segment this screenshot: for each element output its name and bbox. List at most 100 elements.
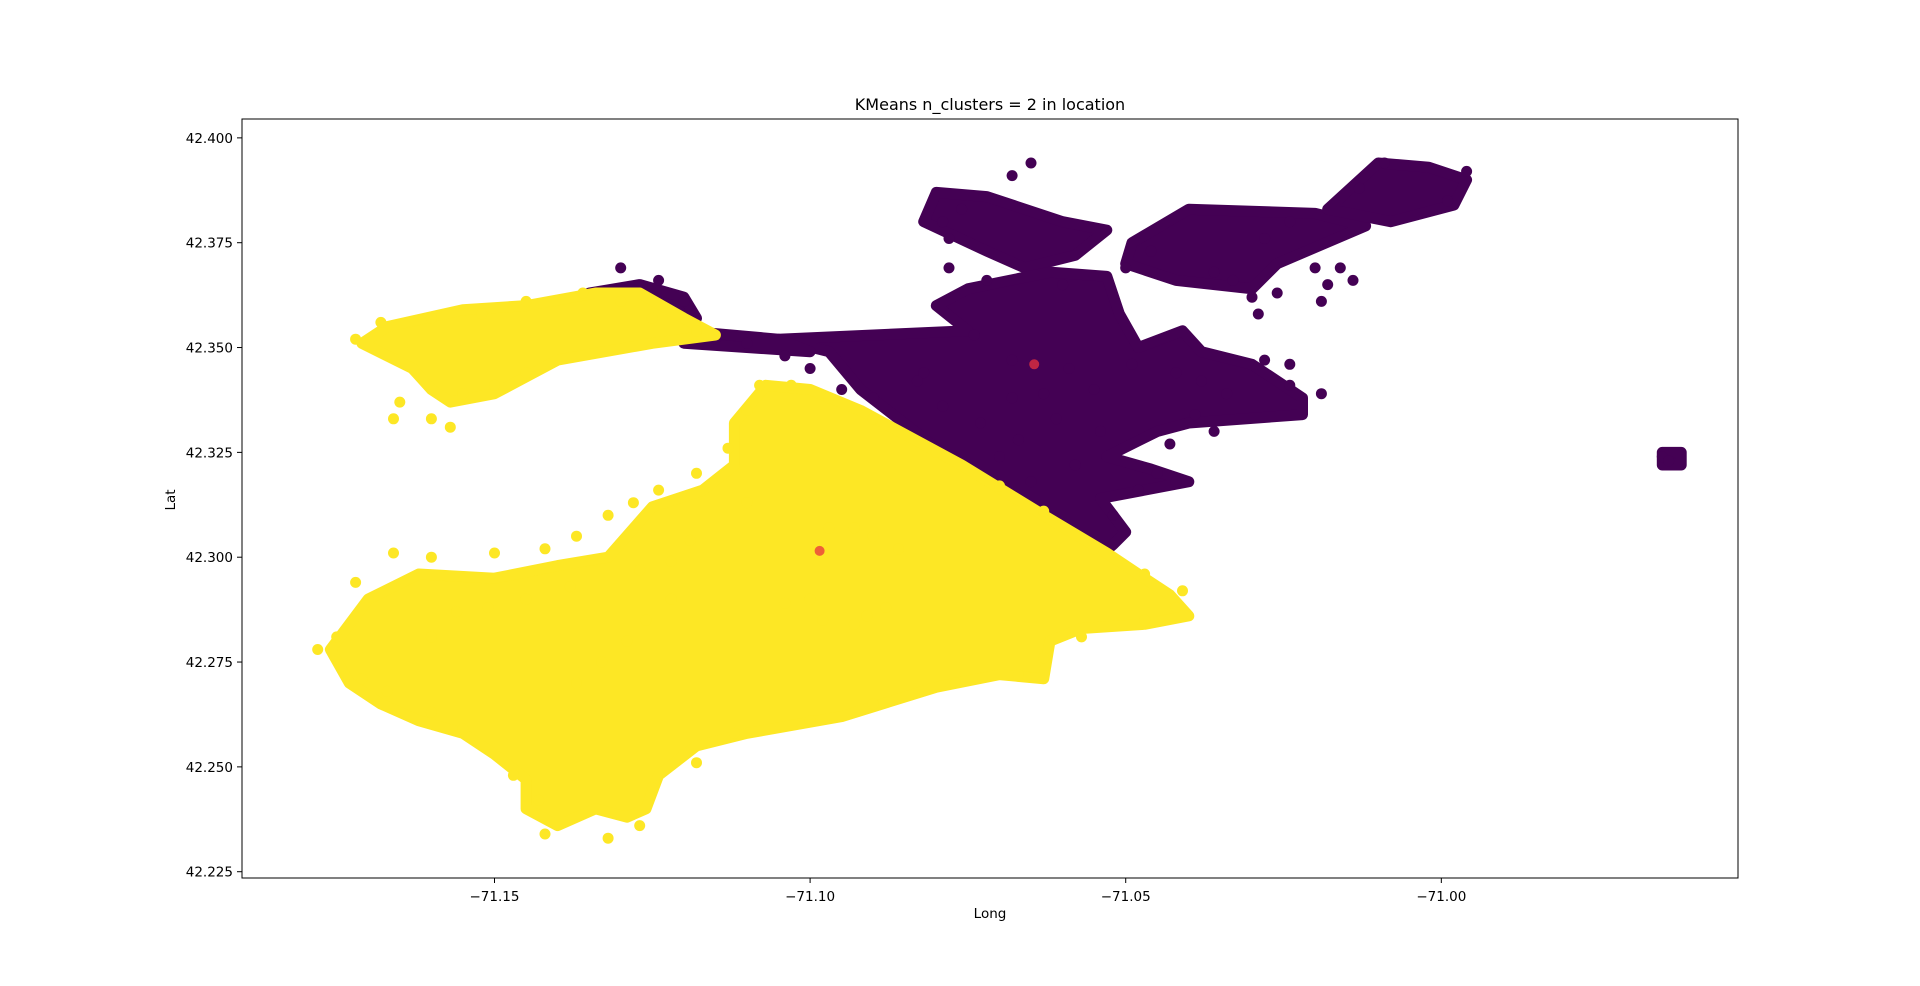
- cluster-0-point-6: [1025, 157, 1037, 169]
- x-tick-label-0: −71.15: [470, 889, 520, 905]
- cluster-1-point-69: [779, 597, 791, 609]
- cluster-1-point-49: [1139, 614, 1151, 626]
- cluster-0-point-58: [779, 350, 791, 362]
- y-tick-label-2: 42.275: [186, 655, 233, 671]
- cluster-0-point-4: [937, 216, 949, 228]
- cluster-1-point-5: [577, 287, 589, 299]
- cluster-1-point-59: [785, 379, 797, 391]
- cluster-0-region-1: [1120, 203, 1372, 295]
- cluster-1-point-25: [489, 547, 500, 559]
- cluster-0-point-12: [1284, 216, 1296, 228]
- cluster-0-point-14: [1145, 245, 1157, 257]
- plot-marks: [312, 157, 1687, 844]
- cluster-0-point-2: [678, 295, 690, 307]
- cluster-0-point-51: [994, 451, 1005, 463]
- cluster-1-point-51: [1177, 585, 1188, 597]
- y-tick-label-6: 42.375: [186, 236, 233, 252]
- cluster-1-point-16: [754, 379, 766, 391]
- cluster-0-point-5: [943, 233, 955, 244]
- cluster-0-region-2: [1322, 157, 1473, 228]
- cluster-0-point-53: [937, 400, 949, 412]
- cluster-0-point-8: [1379, 157, 1390, 169]
- cluster-1-point-35: [507, 769, 519, 781]
- cluster-0-point-27: [981, 274, 993, 286]
- cluster-1-point-42: [728, 727, 740, 739]
- cluster-1-point-33: [425, 706, 437, 718]
- cluster-1-point-28: [350, 576, 362, 588]
- y-tick-label-0: 42.225: [186, 865, 233, 881]
- centroid-0: [1029, 359, 1040, 370]
- cluster-0-point-28: [1057, 279, 1069, 291]
- cluster-1-point-1: [375, 316, 387, 328]
- cluster-1-point-70: [571, 677, 582, 689]
- cluster-0-point-31: [918, 367, 930, 379]
- cluster-1-point-44: [867, 698, 879, 710]
- cluster-1-point-11: [425, 413, 437, 425]
- cluster-0-point-71: [1221, 388, 1233, 400]
- cluster-1-point-38: [602, 832, 614, 844]
- cluster-1-point-83: [741, 497, 753, 509]
- cluster-0-point-64: [1006, 392, 1018, 404]
- cluster-1-point-61: [823, 522, 835, 534]
- y-tick-label-1: 42.250: [186, 760, 233, 776]
- cluster-1-point-32: [381, 685, 393, 697]
- cluster-1-point-34: [457, 723, 469, 735]
- cluster-1-point-2: [425, 312, 437, 324]
- y-tick-label-4: 42.325: [186, 445, 233, 461]
- cluster-1-point-8: [691, 325, 702, 337]
- cluster-1-point-65: [861, 610, 873, 622]
- cluster-1-point-9: [394, 396, 406, 408]
- cluster-0-point-37: [1259, 354, 1271, 366]
- cluster-1-point-82: [684, 534, 696, 546]
- cluster-1-point-55: [994, 480, 1005, 492]
- cluster-0-point-20: [1227, 274, 1239, 286]
- cluster-1-point-63: [893, 543, 904, 555]
- cluster-0-point-17: [1271, 287, 1283, 299]
- cluster-1-point-12: [444, 421, 456, 433]
- cluster-1-point-53: [1088, 543, 1100, 555]
- cluster-1-point-18: [722, 442, 734, 454]
- cluster-1-point-76: [451, 606, 463, 618]
- cluster-1-point-58: [823, 392, 835, 404]
- cluster-1-point-71: [596, 656, 608, 668]
- cluster-0-point-70: [1189, 409, 1201, 421]
- cluster-1-region-1: [324, 379, 1195, 832]
- cluster-0-point-50: [1050, 413, 1062, 425]
- cluster-0-point-29: [1006, 354, 1018, 366]
- cluster-1-point-73: [640, 614, 652, 626]
- cluster-0-point-22: [1322, 279, 1334, 291]
- cluster-1-point-23: [571, 530, 582, 542]
- cluster-0-point-49: [1038, 388, 1050, 400]
- cluster-1-point-77: [482, 602, 494, 613]
- cluster-0-point-3: [956, 203, 968, 215]
- cluster-0-point-11: [1353, 182, 1365, 194]
- cluster-0-point-19: [1252, 308, 1264, 320]
- cluster-1-point-40: [646, 782, 658, 794]
- cluster-1-point-24: [539, 543, 551, 555]
- cluster-1-point-26: [425, 551, 437, 563]
- cluster-0-point-38: [1284, 358, 1296, 370]
- cluster-1-point-21: [627, 497, 639, 509]
- cluster-1-point-54: [1038, 505, 1050, 517]
- cluster-0-point-25: [1315, 295, 1327, 307]
- cluster-1-point-37: [539, 828, 551, 840]
- centroid-1: [814, 545, 825, 556]
- cluster-0-point-34: [1126, 358, 1138, 370]
- cluster-1-region-0: [356, 287, 721, 408]
- cluster-1-point-41: [691, 757, 702, 769]
- cluster-0-point-10: [1442, 195, 1454, 207]
- cluster-0-point-55: [867, 392, 879, 404]
- cluster-1-point-10: [388, 413, 399, 425]
- cluster-1-point-62: [867, 530, 879, 542]
- cluster-1-point-50: [1170, 602, 1182, 613]
- chart-title: KMeans n_clusters = 2 in location: [855, 95, 1125, 115]
- cluster-0-point-56: [836, 384, 848, 395]
- cluster-0-point-68: [1095, 425, 1106, 437]
- cluster-0-region-3: [773, 266, 1308, 572]
- cluster-1-point-31: [356, 673, 368, 685]
- cluster-1-point-39: [634, 820, 646, 832]
- cluster-1-point-4: [520, 295, 532, 307]
- cluster-1-point-81: [665, 555, 677, 567]
